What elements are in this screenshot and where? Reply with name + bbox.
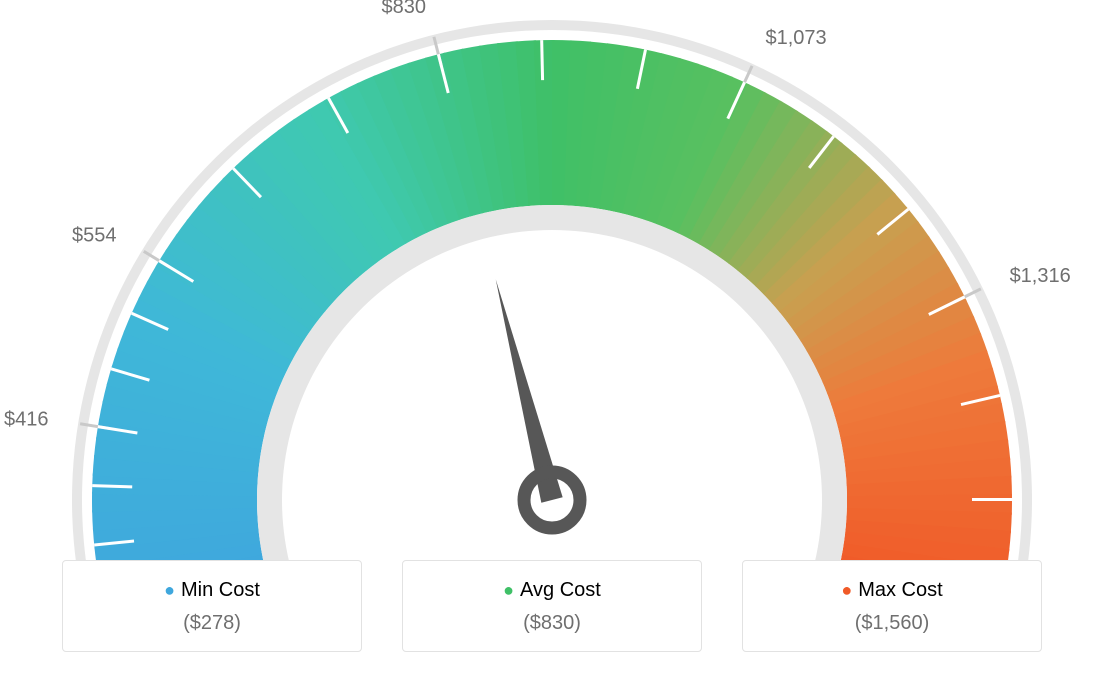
legend-card-avg: ● Avg Cost ($830)	[402, 560, 702, 652]
legend-title-avg: ● Avg Cost	[413, 579, 691, 602]
legend-row: ● Min Cost ($278) ● Avg Cost ($830) ● Max C…	[0, 560, 1104, 652]
dot-icon: ●	[503, 580, 514, 600]
svg-text:$1,073: $1,073	[765, 27, 826, 49]
legend-title-max: ● Max Cost	[753, 579, 1031, 602]
legend-value-min: ($278)	[73, 612, 351, 635]
gauge-svg: $278$416$554$830$1,073$1,316$1,560	[0, 0, 1104, 560]
svg-text:$1,316: $1,316	[1010, 265, 1071, 287]
legend-label-max: Max Cost	[858, 579, 942, 601]
dot-icon: ●	[164, 580, 175, 600]
svg-text:$830: $830	[382, 0, 427, 18]
dot-icon: ●	[841, 580, 852, 600]
legend-value-max: ($1,560)	[753, 612, 1031, 635]
legend-label-min: Min Cost	[181, 579, 260, 601]
legend-label-avg: Avg Cost	[520, 579, 601, 601]
gauge-chart: $278$416$554$830$1,073$1,316$1,560	[0, 0, 1104, 560]
legend-card-max: ● Max Cost ($1,560)	[742, 560, 1042, 652]
svg-text:$554: $554	[72, 225, 117, 247]
legend-title-min: ● Min Cost	[73, 579, 351, 602]
legend-card-min: ● Min Cost ($278)	[62, 560, 362, 652]
svg-text:$416: $416	[4, 409, 49, 431]
legend-value-avg: ($830)	[413, 612, 691, 635]
